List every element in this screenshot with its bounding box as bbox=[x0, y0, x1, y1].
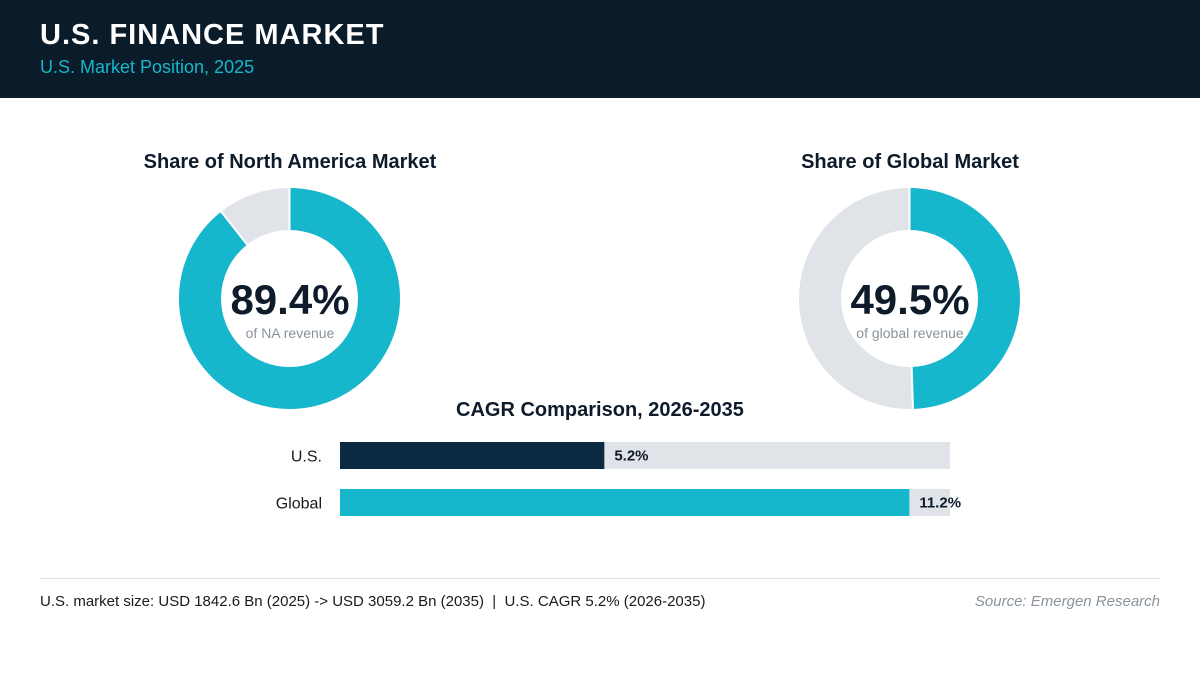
cagr-chart-title: CAGR Comparison, 2026-2035 bbox=[456, 399, 744, 421]
global-share-donut bbox=[799, 188, 1020, 409]
na-donut-value: 89.4% bbox=[230, 276, 350, 323]
na-donut-share-slice-separator-1 bbox=[219, 210, 249, 247]
global-donut-value: 49.5% bbox=[850, 276, 970, 323]
page-header: U.S. FINANCE MARKET U.S. Market Position… bbox=[0, 0, 1200, 98]
bar-label-u-s: U.S. bbox=[291, 449, 322, 466]
global-donut-share-slice-separator-1 bbox=[910, 365, 914, 409]
footer-divider bbox=[40, 578, 1160, 579]
page-title: U.S. FINANCE MARKET bbox=[40, 19, 385, 51]
bar-value-label-u-s: 5.2% bbox=[614, 448, 648, 465]
global-donut-title: Share of Global Market bbox=[801, 151, 1019, 173]
na-donut-title: Share of North America Market bbox=[143, 151, 437, 173]
na-share-donut bbox=[179, 188, 400, 409]
bar-u-s bbox=[340, 442, 605, 469]
footer-note: U.S. market size: USD 1842.6 Bn (2025) -… bbox=[40, 593, 706, 610]
cagr-bar-chart: U.S. 5.2% Global 11.2% bbox=[276, 442, 961, 516]
bar-label-global: Global bbox=[276, 496, 322, 513]
global-donut-caption: of global revenue bbox=[856, 325, 964, 341]
bar-global bbox=[340, 489, 910, 516]
page-subtitle: U.S. Market Position, 2025 bbox=[40, 57, 255, 77]
na-donut-caption: of NA revenue bbox=[245, 325, 335, 341]
footer-source: Source: Emergen Research bbox=[974, 593, 1160, 610]
bar-value-label-global: 11.2% bbox=[919, 495, 961, 512]
